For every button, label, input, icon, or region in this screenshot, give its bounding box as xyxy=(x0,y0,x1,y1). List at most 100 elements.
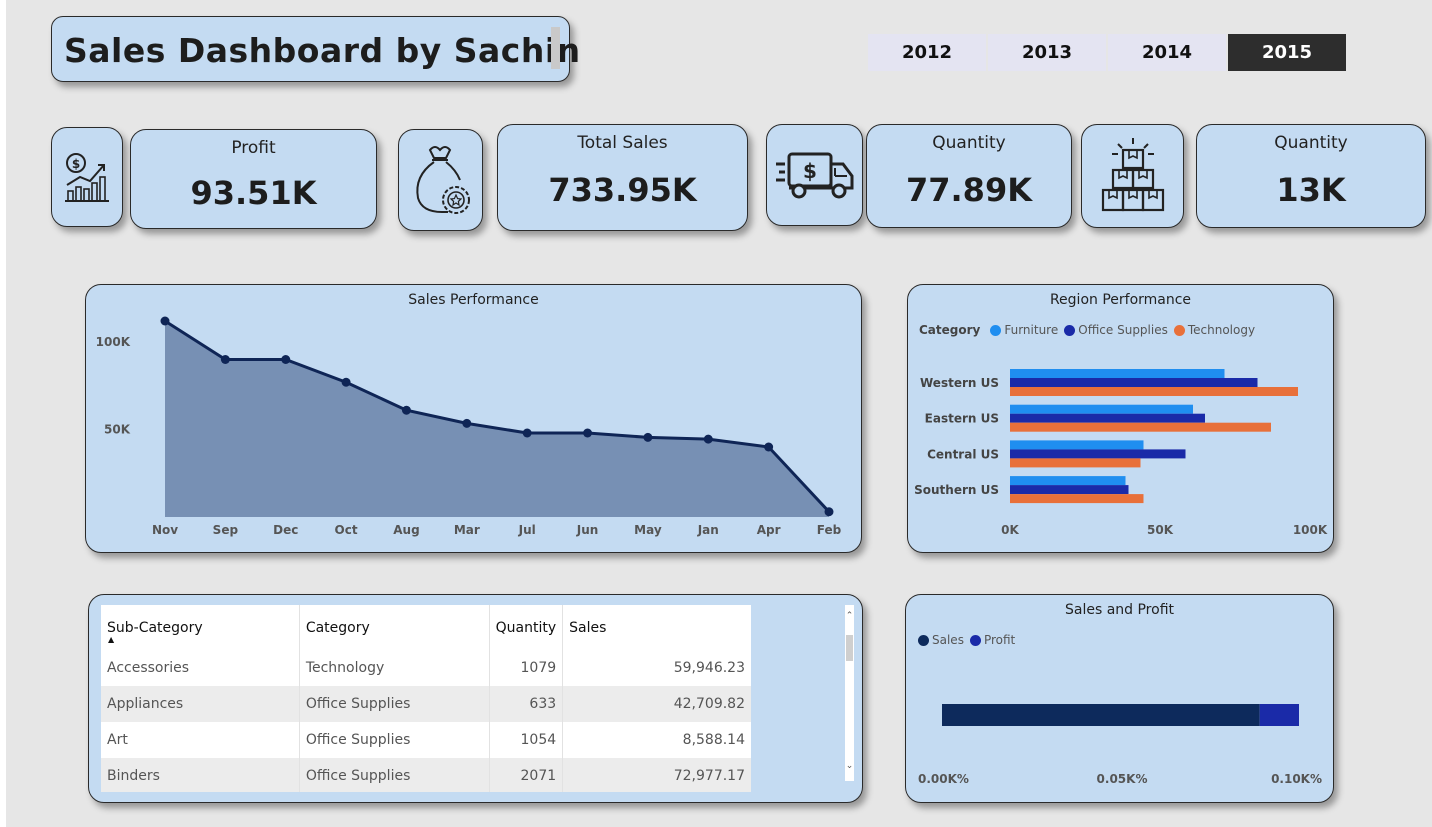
region-performance-chart: Western US Eastern US Central US Southern U… xyxy=(914,369,1328,537)
x-tick-label: 0.00K% xyxy=(918,772,969,786)
legend-furniture[interactable]: Furniture xyxy=(990,323,1058,337)
title-scrollbar[interactable] xyxy=(551,27,560,69)
legend-technology-label: Technology xyxy=(1187,323,1256,337)
legend-furniture-label: Furniture xyxy=(1004,323,1059,337)
year-2015-button[interactable]: 2015 xyxy=(1228,34,1346,71)
x-tick-label: Feb xyxy=(817,523,842,537)
quantity-label-2: Quantity xyxy=(1274,133,1348,153)
sales-profit-legend: Sales Profit xyxy=(918,633,1021,647)
region-legend-title: Category xyxy=(919,323,981,337)
total-sales-value: 733.95K xyxy=(548,171,697,209)
legend-profit[interactable]: Profit xyxy=(969,633,1016,647)
cell-quantity: 2071 xyxy=(489,758,564,792)
legend-office-supplies[interactable]: Office Supplies xyxy=(1064,323,1168,337)
cell-sales: 72,977.17 xyxy=(562,758,751,792)
scrollbar-thumb[interactable] xyxy=(846,635,853,661)
sales-data-point xyxy=(281,355,291,364)
sales-profit-card: Sales and Profit Sales Profit 0.00K% 0.05… xyxy=(905,594,1334,803)
legend-sales[interactable]: Sales xyxy=(918,633,964,647)
sales-data-point xyxy=(462,418,472,428)
year-2012-button[interactable]: 2012 xyxy=(868,34,986,71)
total-sales-label: Total Sales xyxy=(577,133,668,153)
money-growth-chart-icon: $ xyxy=(65,153,109,202)
cell-subcategory: Appliances xyxy=(101,686,300,722)
sales-profit-title: Sales and Profit xyxy=(1064,602,1175,618)
quantity-value-2: 13K xyxy=(1276,171,1346,209)
region-performance-card: Region Performance Category Furniture Of… xyxy=(907,284,1334,553)
x-tick-label: Jan xyxy=(697,523,719,537)
x-tick-label: Jun xyxy=(576,523,599,537)
cell-category: Office Supplies xyxy=(299,758,490,792)
cell-subcategory: Binders xyxy=(101,758,300,792)
subcategory-table-card: Sub-Category ▲ Category Quantity Sales A… xyxy=(88,594,863,803)
table-header-row: Sub-Category ▲ Category Quantity Sales xyxy=(101,605,751,650)
furniture-dot xyxy=(990,324,1002,336)
left-edge-strip xyxy=(0,0,6,827)
column-header-subcategory[interactable]: Sub-Category ▲ xyxy=(101,605,300,650)
legend-profit-label: Profit xyxy=(983,633,1016,647)
region-bar xyxy=(1010,404,1193,414)
sales-profit-chart: 0.00K% 0.05K% 0.10K% xyxy=(918,704,1322,786)
sales-dot xyxy=(918,634,929,646)
technology-dot xyxy=(1173,324,1185,336)
table-row[interactable]: Accessories Technology 1079 59,946.23 xyxy=(101,650,751,686)
x-tick-label: Sep xyxy=(213,523,239,537)
column-header-category[interactable]: Category xyxy=(299,605,490,650)
sort-ascending-icon: ▲ xyxy=(108,635,115,644)
money-bag-icon xyxy=(415,146,470,214)
column-header-sales[interactable]: Sales xyxy=(569,619,607,636)
x-tick-label: Mar xyxy=(454,523,480,537)
quantity-kpi-card-1: Quantity 77.89K xyxy=(866,124,1072,228)
stacked-bar-segment xyxy=(942,704,1260,726)
sales-performance-card: Sales Performance Nov Sep Dec Oct Aug Mar Jul J… xyxy=(85,284,862,553)
quantity-value-1: 77.89K xyxy=(905,171,1032,209)
table-container: Sub-Category ▲ Category Quantity Sales A… xyxy=(101,605,751,792)
delivery-truck-icon: $ xyxy=(775,152,853,199)
sales-data-point xyxy=(643,432,653,442)
x-tick-label: 0.05K% xyxy=(1097,772,1148,786)
sales-data-point xyxy=(583,428,593,438)
table-vertical-scrollbar[interactable]: ⌃ ⌄ xyxy=(845,605,854,781)
cell-sales: 59,946.23 xyxy=(673,660,745,676)
year-2013-button[interactable]: 2013 xyxy=(988,34,1106,71)
region-bar xyxy=(1010,458,1141,468)
svg-text:$: $ xyxy=(72,157,80,171)
region-bar xyxy=(1010,440,1144,450)
y-tick-label: 50K xyxy=(104,423,131,437)
stacked-boxes-icon xyxy=(1101,138,1164,212)
subcategory-header-label: Sub-Category xyxy=(107,619,203,636)
table-row[interactable]: Appliances Office Supplies 633 42,709.82 xyxy=(101,686,751,722)
region-bar xyxy=(1010,485,1129,495)
x-tick-label: May xyxy=(634,523,662,537)
quantity-label-1: Quantity xyxy=(932,133,1006,153)
cell-sales: 8,588.14 xyxy=(682,732,745,748)
svg-text:$: $ xyxy=(803,159,817,183)
column-header-quantity[interactable]: Quantity xyxy=(489,605,564,650)
subcategory-table: Sub-Category ▲ Category Quantity Sales A… xyxy=(101,605,751,792)
x-tick-label: 0.10K% xyxy=(1271,772,1322,786)
scroll-down-icon[interactable]: ⌄ xyxy=(845,761,854,771)
sales-line xyxy=(164,319,831,513)
legend-sales-label: Sales xyxy=(932,633,964,647)
table-row[interactable]: Art Office Supplies 1054 8,588.14 xyxy=(101,722,751,758)
scroll-up-icon[interactable]: ⌃ xyxy=(845,611,854,621)
region-bar xyxy=(1010,422,1271,432)
cell-subcategory: Accessories xyxy=(101,650,300,686)
x-tick-label: 50K xyxy=(1147,523,1174,537)
x-tick-label: Dec xyxy=(273,523,298,537)
cell-subcategory: Art xyxy=(101,722,300,758)
office-supplies-dot xyxy=(1064,324,1076,336)
profit-dot xyxy=(969,634,981,646)
table-row[interactable]: Binders Office Supplies 2071 72,977.17 xyxy=(101,758,751,792)
x-tick-label: Nov xyxy=(152,523,178,537)
year-2014-button[interactable]: 2014 xyxy=(1108,34,1226,71)
legend-technology[interactable]: Technology xyxy=(1173,323,1256,337)
profit-icon-card: $ xyxy=(51,127,123,227)
region-label: Central US xyxy=(927,447,999,461)
sales-performance-chart: Nov Sep Dec Oct Aug Mar Jul Jun May Jan Apr Feb 100K… xyxy=(96,316,842,537)
profit-value: 93.51K xyxy=(190,174,317,212)
region-bar xyxy=(1010,494,1144,504)
sales-data-point xyxy=(341,377,351,387)
truck-icon-card: $ xyxy=(766,124,863,226)
region-label: Western US xyxy=(920,376,999,390)
